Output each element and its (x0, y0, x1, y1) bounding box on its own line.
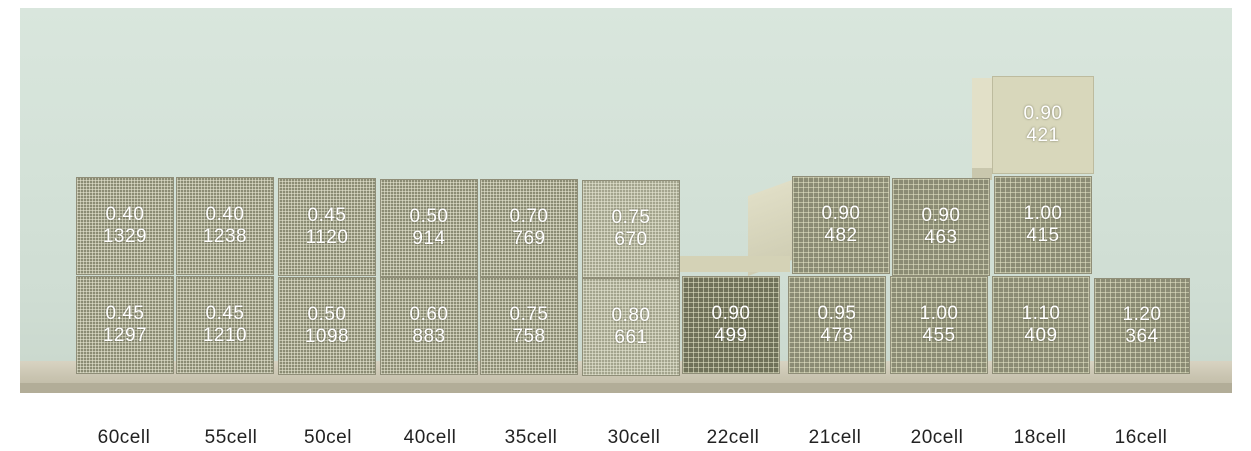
block-value: 0.90 (922, 205, 961, 227)
honeycomb-block: 0.75 670 (582, 180, 680, 278)
block-count: 455 (922, 325, 955, 347)
block-count: 478 (820, 325, 853, 347)
block-value: 1.00 (1024, 203, 1063, 225)
block-count: 482 (824, 225, 857, 247)
block-value: 0.95 (818, 303, 857, 325)
block-count: 1120 (306, 227, 349, 249)
block-count: 421 (1026, 125, 1059, 147)
cell-label-row: 60cell 55cell 50cel 40cell 35cell 30cell… (0, 427, 1251, 451)
honeycomb-block: 1.10 409 (992, 276, 1090, 374)
honeycomb-block: 0.90 463 (892, 178, 990, 276)
cell-label: 60cell (74, 427, 174, 449)
block-value: 1.10 (1022, 303, 1061, 325)
block-value: 0.45 (106, 303, 145, 325)
honeycomb-block: 0.90 499 (682, 276, 780, 374)
block-value: 0.40 (106, 204, 145, 226)
honeycomb-block: 0.80 661 (582, 278, 680, 376)
honeycomb-block: 0.50 1098 (278, 277, 376, 375)
honeycomb-block: 1.20 364 (1094, 278, 1190, 374)
block-count: 463 (924, 227, 957, 249)
block-value: 0.70 (510, 206, 549, 228)
block-value: 0.80 (612, 305, 651, 327)
honeycomb-block: 0.45 1297 (76, 276, 174, 374)
honeycomb-block: 0.70 769 (480, 179, 578, 277)
honeycomb-block: 0.40 1238 (176, 177, 274, 275)
cell-label: 55cell (181, 427, 281, 449)
block-count: 1238 (203, 226, 247, 248)
cell-label: 16cell (1091, 427, 1191, 449)
block-count: 1329 (103, 226, 147, 248)
block-side-face (680, 256, 790, 272)
honeycomb-block: 0.90 482 (792, 176, 890, 274)
honeycomb-block: 0.95 478 (788, 276, 886, 374)
block-value: 0.60 (410, 304, 449, 326)
block-count: 364 (1125, 326, 1158, 348)
honeycomb-block: 0.45 1210 (176, 276, 274, 374)
cell-label: 35cell (481, 427, 581, 449)
cell-label: 30cell (584, 427, 684, 449)
block-count: 1098 (305, 326, 349, 348)
block-value: 0.90 (1024, 103, 1063, 125)
block-count: 670 (614, 229, 647, 251)
shelf-edge (20, 383, 1232, 393)
block-value: 1.00 (920, 303, 959, 325)
block-count: 499 (714, 325, 747, 347)
block-count: 415 (1026, 225, 1059, 247)
block-value: 0.75 (612, 207, 651, 229)
block-value: 0.75 (510, 304, 549, 326)
cell-label: 50cel (278, 427, 378, 449)
block-value: 0.50 (308, 304, 347, 326)
cell-label: 40cell (380, 427, 480, 449)
block-value: 0.40 (206, 204, 245, 226)
honeycomb-block: 0.40 1329 (76, 177, 174, 275)
honeycomb-block: 0.50 914 (380, 179, 478, 277)
block-count: 1210 (203, 325, 247, 347)
honeycomb-block: 0.75 758 (480, 277, 578, 375)
block-value: 0.45 (308, 205, 347, 227)
honeycomb-block: 1.00 455 (890, 276, 988, 374)
block-count: 1297 (103, 325, 147, 347)
block-value: 0.90 (712, 303, 751, 325)
honeycomb-block: 0.45 1120 (278, 178, 376, 276)
honeycomb-block: 0.60 883 (380, 277, 478, 375)
cell-label: 21cell (785, 427, 885, 449)
block-value: 0.90 (822, 203, 861, 225)
block-count: 758 (512, 326, 545, 348)
honeycomb-block: 0.90 421 (992, 76, 1094, 174)
cell-label: 18cell (990, 427, 1090, 449)
block-count: 409 (1024, 325, 1057, 347)
block-value: 1.20 (1123, 304, 1162, 326)
cell-label: 20cell (887, 427, 987, 449)
block-count: 914 (412, 228, 445, 250)
block-value: 0.50 (410, 206, 449, 228)
block-count: 769 (512, 228, 545, 250)
block-value: 0.45 (206, 303, 245, 325)
honeycomb-block: 1.00 415 (994, 176, 1092, 274)
honeycomb-blocks-photo: 0.40 1329 0.40 1238 0.45 1120 0.50 914 0… (20, 8, 1232, 393)
cell-label: 22cell (683, 427, 783, 449)
block-count: 661 (614, 327, 647, 349)
block-count: 883 (412, 326, 445, 348)
block-side-face (972, 78, 992, 176)
